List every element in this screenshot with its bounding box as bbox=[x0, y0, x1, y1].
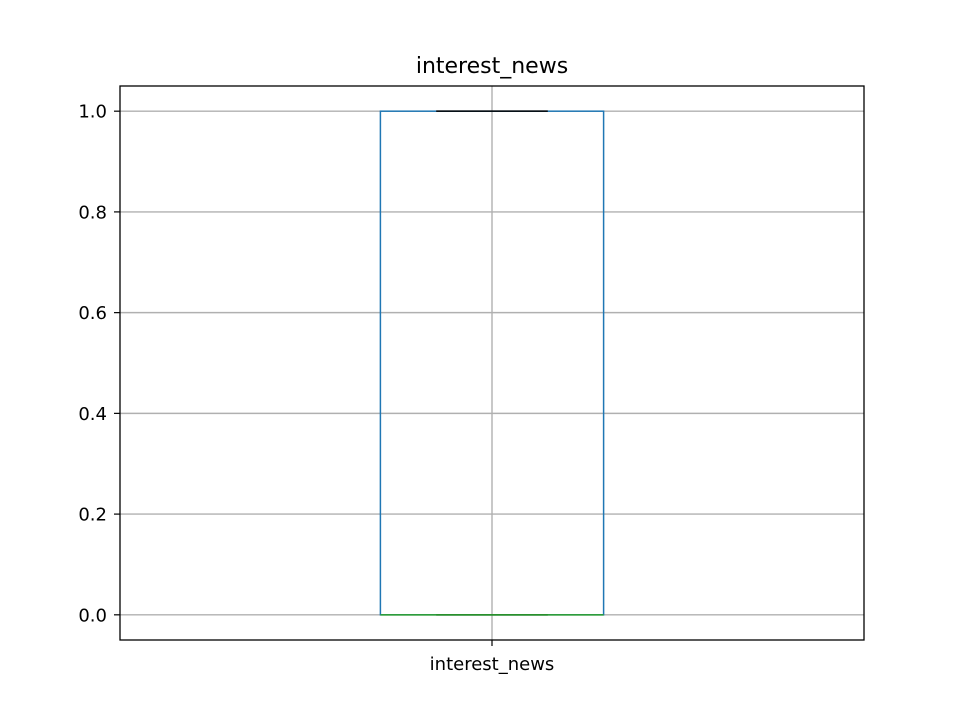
y-tick-label: 1.0 bbox=[78, 102, 107, 123]
y-tick-label: 0.6 bbox=[78, 303, 107, 324]
tick-layer: 0.0 0.2 0.4 0.6 0.8 1.0 interest_news bbox=[78, 102, 554, 675]
y-tick-label: 0.2 bbox=[78, 505, 107, 526]
box-layer bbox=[379, 110, 605, 616]
grid-layer bbox=[120, 86, 864, 640]
x-tick-label: interest_news bbox=[430, 654, 555, 675]
y-tick-label: 0.8 bbox=[78, 202, 107, 223]
chart-title: interest_news bbox=[416, 54, 568, 79]
y-tick-label: 0.0 bbox=[78, 605, 107, 626]
y-tick-label: 0.4 bbox=[78, 404, 107, 425]
